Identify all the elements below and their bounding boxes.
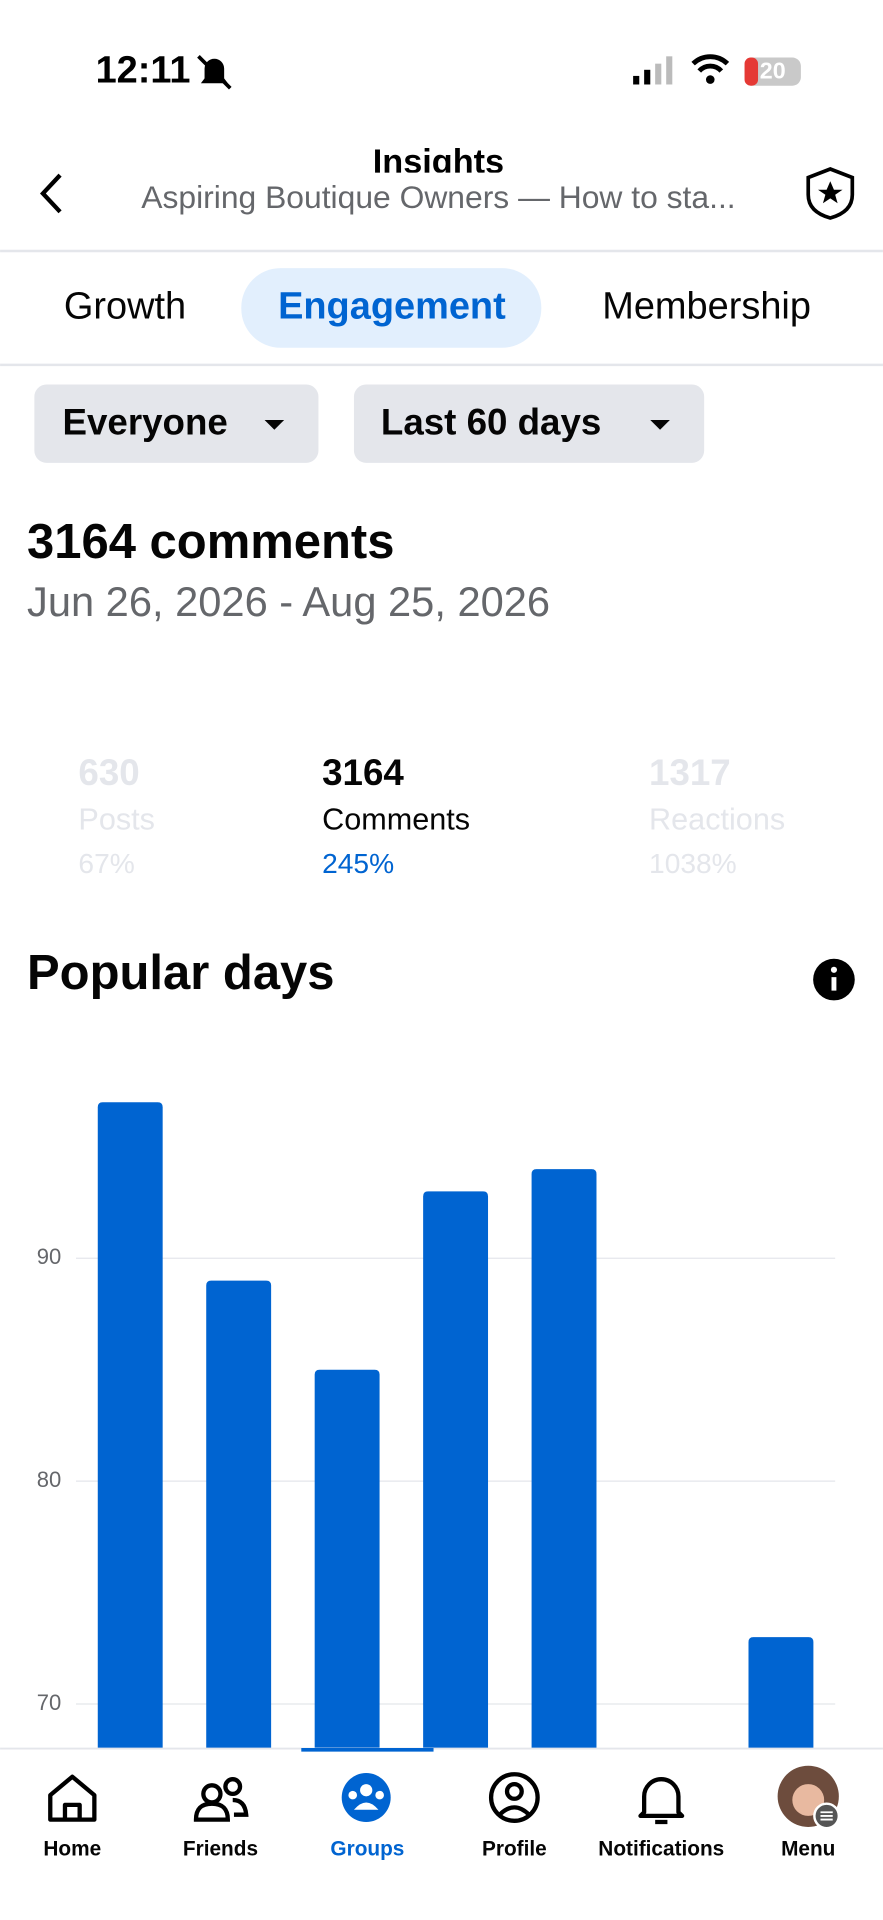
nav-label[interactable]: Friends (183, 1838, 258, 1861)
stat-label[interactable]: Comments (322, 803, 470, 837)
nav-label[interactable]: Profile (482, 1838, 547, 1861)
summary-range: Jun 26, 2026 - Aug 25, 2026 (27, 578, 550, 625)
stat-value[interactable]: 3164 (322, 752, 404, 793)
bar (97, 1102, 163, 1749)
bar (206, 1280, 272, 1749)
stat-change: 67% (78, 848, 134, 879)
info-button[interactable] (813, 958, 855, 1001)
mute-icon (197, 55, 232, 90)
battery (744, 57, 801, 86)
bar (423, 1191, 489, 1749)
nav-label[interactable]: Groups (330, 1838, 404, 1861)
stat-change: 1038% (649, 848, 737, 879)
back-button[interactable] (39, 173, 62, 214)
nav-bar (0, 1748, 883, 1920)
bar (531, 1169, 597, 1749)
groups-icon[interactable] (341, 1773, 391, 1823)
filter[interactable]: Last 60 days (381, 402, 601, 443)
stat-value[interactable]: 630 (78, 752, 139, 793)
wifi-dot (705, 75, 715, 84)
y-tick-label: 70 (37, 1690, 62, 1715)
admin-badge[interactable] (806, 167, 855, 220)
filter-bg[interactable] (34, 384, 319, 463)
tab-active-bg (241, 268, 542, 348)
bar (314, 1369, 380, 1749)
subtitle-bg (98, 172, 784, 222)
stat-change: 245% (322, 848, 394, 879)
filter[interactable]: Everyone (63, 402, 228, 443)
status-time: 12:11 (96, 49, 191, 91)
notifications-icon[interactable] (638, 1777, 685, 1825)
bar (748, 1637, 814, 1749)
stat-label[interactable]: Posts (78, 803, 155, 837)
summary-headline: 3164 comments (27, 515, 394, 569)
signal-icon (633, 56, 673, 85)
dropdown-arrow (264, 420, 285, 430)
profile-icon[interactable] (488, 1772, 540, 1823)
stat-value[interactable]: 1317 (649, 752, 731, 793)
nav-label[interactable]: Menu (781, 1838, 835, 1861)
header-subtitle: Aspiring Boutique Owners — How to sta... (141, 179, 735, 215)
battery-text: 20 (760, 57, 786, 83)
wifi-icon (691, 54, 730, 73)
menu-avatar[interactable] (777, 1765, 841, 1830)
stat-label[interactable]: Reactions (649, 803, 785, 837)
nav-label[interactable]: Notifications (598, 1838, 724, 1861)
y-tick-label: 90 (37, 1244, 62, 1269)
tab[interactable]: Growth (64, 286, 186, 328)
home-icon[interactable] (48, 1774, 97, 1822)
dropdown-arrow (650, 420, 670, 430)
friends-icon[interactable] (193, 1777, 249, 1822)
battery-level (744, 57, 759, 86)
chart-title: Popular days (27, 946, 335, 1000)
plot: 70 80 90 (37, 1102, 836, 1749)
filter-bg[interactable] (353, 384, 705, 463)
y-tick-label: 80 (37, 1467, 62, 1492)
tab-active[interactable]: Engagement (278, 286, 506, 328)
nav-label[interactable]: Home (43, 1838, 101, 1861)
tab[interactable]: Membership (602, 286, 811, 328)
